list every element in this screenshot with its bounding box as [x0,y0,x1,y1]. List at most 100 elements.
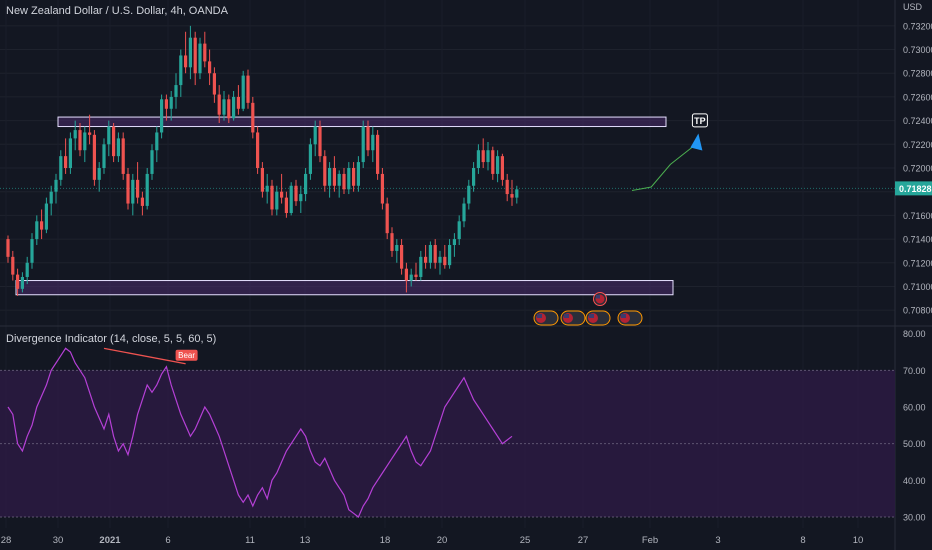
candle-body [20,276,24,289]
projection-path [631,145,695,191]
candle-body [112,126,116,157]
candle-body [390,233,394,251]
candle-body [49,191,53,204]
indicator-tick-label: 60.00 [903,403,926,413]
candle-body [275,191,279,210]
indicator-pane: Bear [0,347,895,518]
candle-body [92,134,96,180]
candle-body [16,274,20,289]
tp-label-box [691,113,708,128]
candle-body [11,256,15,275]
bear-divergence-line [103,347,186,365]
time-tick-label: 3 [715,535,720,546]
candle-body [438,256,442,263]
flag-canton [589,314,594,318]
candle-body [289,185,293,214]
candle-body [366,126,370,151]
candle-body [467,185,471,204]
candle-body [126,173,130,204]
time-tick-label: 10 [853,535,864,546]
time-axis: 28 30 2021 6 11 13 18 20 25 27 Feb 3 8 10 [1,535,864,546]
candle-body [505,179,509,195]
candle-body [500,156,504,180]
candle-body [472,168,476,186]
price-tick-label: 0.70800 [903,306,932,316]
candle-body [462,203,466,222]
candle-body [145,173,149,206]
candle-body [203,43,207,62]
candle-body [35,221,39,240]
time-tick-label: 30 [53,535,64,546]
candle-body [515,189,519,198]
candle-body [78,130,82,151]
candle-body [491,150,495,174]
candle-body [184,55,188,68]
candle-body [337,173,341,186]
event-flag-icon[interactable] [560,310,586,326]
candle-body [73,130,77,139]
candle-body [486,150,490,163]
time-tick-label: 25 [520,535,531,546]
event-flag-icon[interactable] [585,310,611,326]
candle-body [510,194,514,198]
candle-body [131,179,135,204]
candle-body [68,138,72,168]
bear-label-box [175,349,198,361]
candle-body [385,203,389,234]
event-flag-icon[interactable] [617,310,643,326]
candle-body [443,256,447,266]
candle-body [227,99,231,119]
time-tick-label: Feb [642,535,658,546]
price-projection: TP [631,113,708,191]
candle-body [308,144,312,174]
candle-body [198,43,202,74]
time-tick-label: 6 [165,535,170,546]
candle-body [236,96,240,109]
candle-body [452,239,456,245]
candle-body [193,37,197,74]
candle-body [6,239,10,257]
candle-body [83,132,87,151]
time-tick-label: 2021 [99,535,121,546]
candle-body [304,173,308,195]
time-tick-label: 28 [1,535,12,546]
candle-body [155,132,159,151]
candle-body [246,75,250,103]
candlestick-series [6,25,519,296]
candle-body [222,99,226,115]
candle-body [361,126,365,163]
candle-body [371,134,375,151]
candle-body [323,156,327,186]
candle-body [25,262,29,277]
tp-arrow [690,133,703,151]
candle-body [270,185,274,210]
candle-body [265,185,269,192]
event-flag-icon[interactable] [593,292,607,306]
candle-body [59,156,63,180]
candle-body [395,245,399,251]
indicator-tick-label: 50.00 [903,439,926,449]
time-tick-label: 8 [800,535,805,546]
candle-body [352,168,356,186]
candle-body [294,185,298,202]
candle-body [40,221,44,230]
candle-body [280,191,284,198]
time-tick-label: 20 [437,535,448,546]
candle-body [232,96,236,119]
time-tick-label: 18 [380,535,391,546]
candle-body [332,168,336,186]
flag-canton [564,314,569,318]
candle-body [328,168,332,186]
support-zone [15,280,674,296]
candle-body [400,245,404,269]
candle-body [54,179,58,192]
candle-body [212,73,216,95]
candle-body [88,132,92,135]
event-flag-icon[interactable] [533,310,559,326]
